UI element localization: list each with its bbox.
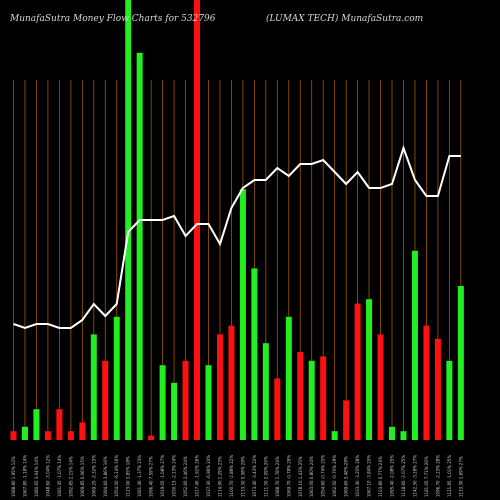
x-tick-label: 1017.40 -1.92% 26% — [195, 455, 200, 497]
chart-subtitle: (LUMAX TECH) MunafaSutra.com — [266, 14, 424, 24]
x-tick-label: 1069.70 -0.78% 29% — [286, 455, 291, 497]
x-tick-label: 1069.25 -2.32% 15% — [91, 455, 96, 497]
x-tick-label: 1088.70 1.78% 24% — [275, 456, 280, 497]
volume-bar — [434, 338, 441, 440]
volume-bar — [354, 303, 361, 440]
x-tick-label: 1069.60 3.48% 28% — [344, 456, 349, 497]
volume-bar — [366, 299, 373, 440]
volume-bar — [343, 400, 350, 440]
volume-bar — [33, 409, 40, 440]
x-tick-label: 1088.80 1.95% 12% — [11, 456, 16, 497]
volume-bar — [320, 356, 327, 440]
x-tick-label: 1030.15 -2.13% 24% — [172, 455, 177, 497]
x-tick-label: 1080.65 3.04% 14% — [34, 456, 39, 497]
x-tick-label: 1081.45 -1.07% 14% — [57, 455, 62, 497]
x-tick-label: 1067.10 -3.84% 25% — [367, 455, 372, 497]
volume-bars — [10, 0, 464, 441]
x-tick-label: 1111.50 2.09% 26% — [263, 456, 268, 497]
volume-bar — [125, 0, 132, 440]
volume-bar — [159, 365, 166, 440]
volume-bar — [228, 325, 235, 440]
x-tick-label: 1078.10 1.43% 25% — [298, 456, 303, 497]
x-axis-tick-labels: 1088.80 1.95% 12% 1067.80 -1.18% 14% 1080.… — [11, 455, 463, 497]
volume-bar — [389, 426, 396, 440]
volume-bar — [79, 422, 86, 440]
volume-bar — [67, 431, 74, 440]
x-tick-label: 1123.00 3.85% 18% — [126, 456, 131, 497]
x-tick-label: 1118.60 -2.07% 25% — [401, 455, 406, 497]
volume-bar — [400, 431, 407, 440]
chart-title: MunafaSutra Money Flow Charts for 532796 — [10, 14, 216, 24]
volume-bar — [457, 286, 464, 440]
x-tick-label: 1103.80 0.77% 24% — [378, 456, 383, 497]
volume-bar — [90, 334, 97, 440]
x-tick-label: 1081.40 -1.37% 23% — [137, 455, 142, 497]
volume-bar — [331, 431, 338, 440]
x-tick-label: 1033.40 -3.20% 28% — [355, 455, 360, 497]
volume-bar — [308, 360, 315, 440]
x-tick-label: 1094.60 3.86% 16% — [103, 456, 108, 497]
x-tick-label: 1092.85 2.15% 14% — [68, 456, 73, 497]
x-tick-label: 1037.30 -6.96% 24% — [206, 455, 211, 497]
volume-bar — [182, 360, 189, 440]
x-tick-label: 1133.30 1.69% 27% — [458, 456, 463, 497]
x-tick-label: 1142.30 -3.28% 27% — [412, 455, 417, 497]
volume-bar — [274, 378, 281, 440]
x-tick-label: 1062.50 -0.70% 29% — [332, 455, 337, 497]
volume-bar — [446, 360, 453, 440]
volume-bar — [251, 268, 258, 440]
x-tick-label: 1048.60 -3.04% 12% — [45, 455, 50, 497]
volume-bar — [148, 435, 155, 440]
x-tick-label: 1073.40 -3.43% 22% — [252, 455, 257, 497]
volume-bar — [205, 365, 212, 440]
volume-bar — [239, 189, 246, 440]
x-tick-label: 1096.40 7.59% 27% — [149, 456, 154, 497]
volume-bar — [113, 316, 120, 440]
volume-bar — [136, 52, 143, 441]
x-tick-label: 1096.70 -2.23% 28% — [435, 455, 440, 497]
x-tick-label: 1052.60 3.46% 24% — [183, 456, 188, 497]
volume-bar — [10, 431, 17, 440]
volume-bar — [56, 409, 63, 440]
volume-bar — [262, 343, 269, 440]
x-tick-label: 1181.05 7.71% 26% — [424, 456, 429, 497]
x-tick-label: 1063.00 0.80% 24% — [309, 456, 314, 497]
x-tick-label: 1121.85 -1.01% 25% — [447, 455, 452, 497]
x-tick-label: 1114.90 1.29% 23% — [217, 456, 222, 497]
volume-bar — [377, 334, 384, 440]
money-flow-line — [13, 144, 461, 330]
x-tick-label: 1100.70 -2.88% 22% — [229, 455, 234, 497]
x-tick-label: 1019.05 -1.08% 27% — [160, 455, 165, 497]
volume-bar — [216, 334, 223, 440]
x-tick-label: 1133.30 5.58% 28% — [240, 456, 245, 497]
volume-bar — [285, 316, 292, 440]
x-tick-label: 1095.40 -2.08% 25% — [390, 455, 395, 497]
vertical-gridlines — [13, 80, 462, 440]
volume-bar — [194, 0, 201, 440]
volume-bar — [44, 431, 51, 440]
x-tick-label: 1067.80 -1.18% 14% — [22, 455, 27, 497]
x-tick-label: 1054.60 -0.74% 25% — [321, 455, 326, 497]
x-tick-label: 1054.00 -6.14% 16% — [114, 455, 119, 497]
volume-bar — [411, 250, 418, 440]
volume-bar — [423, 325, 430, 440]
x-tick-label: 1069.85 0.06% 15% — [80, 456, 85, 497]
volume-bar — [102, 360, 109, 440]
volume-bar — [297, 352, 304, 440]
volume-bar — [21, 426, 28, 440]
volume-bar — [171, 382, 178, 440]
